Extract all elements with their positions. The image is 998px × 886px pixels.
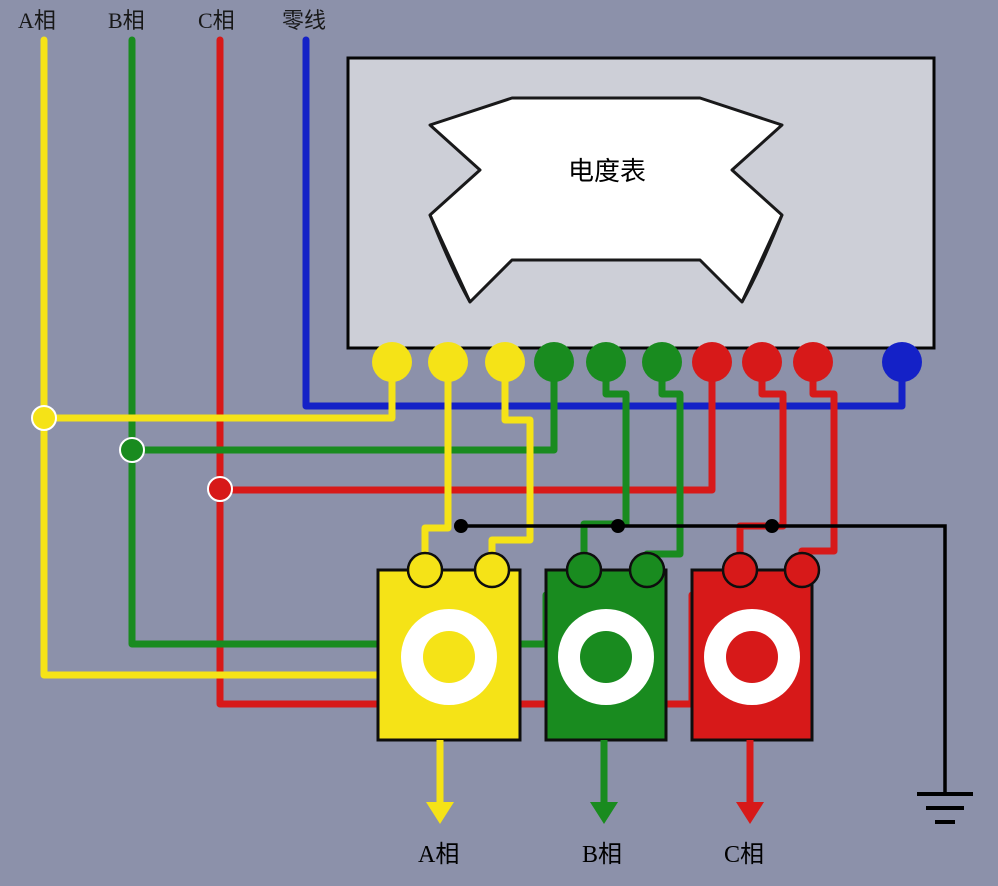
ct-terminal (567, 553, 601, 587)
junction-dot (611, 519, 625, 533)
top-label-B: B相 (108, 8, 145, 33)
meter-terminal (793, 342, 833, 382)
meter-terminal (642, 342, 682, 382)
meter-terminal (882, 342, 922, 382)
top-label-A: A相 (18, 8, 56, 33)
top-label-N: 零线 (282, 8, 326, 33)
meter-terminal (586, 342, 626, 382)
ct-terminal (723, 553, 757, 587)
junction-dot (765, 519, 779, 533)
ct-ring-inner (423, 631, 475, 683)
meter-terminal (692, 342, 732, 382)
junction-dot (454, 519, 468, 533)
ct-terminal (408, 553, 442, 587)
bottom-label-B: B相 (582, 841, 622, 868)
ct-terminal (630, 553, 664, 587)
ct-ring-inner (726, 631, 778, 683)
ct-ring-inner (580, 631, 632, 683)
ct-terminal (475, 553, 509, 587)
meter-terminal (372, 342, 412, 382)
meter-label: 电度表 (568, 156, 646, 186)
meter-terminal (485, 342, 525, 382)
bottom-label-A: A相 (418, 841, 459, 868)
junction-dot (208, 477, 232, 501)
junction-dot (120, 438, 144, 462)
junction-dot (32, 406, 56, 430)
meter-terminal (742, 342, 782, 382)
meter-terminal (534, 342, 574, 382)
top-label-C: C相 (198, 8, 235, 33)
ct-terminal (785, 553, 819, 587)
bottom-label-C: C相 (724, 841, 764, 868)
meter-terminal (428, 342, 468, 382)
